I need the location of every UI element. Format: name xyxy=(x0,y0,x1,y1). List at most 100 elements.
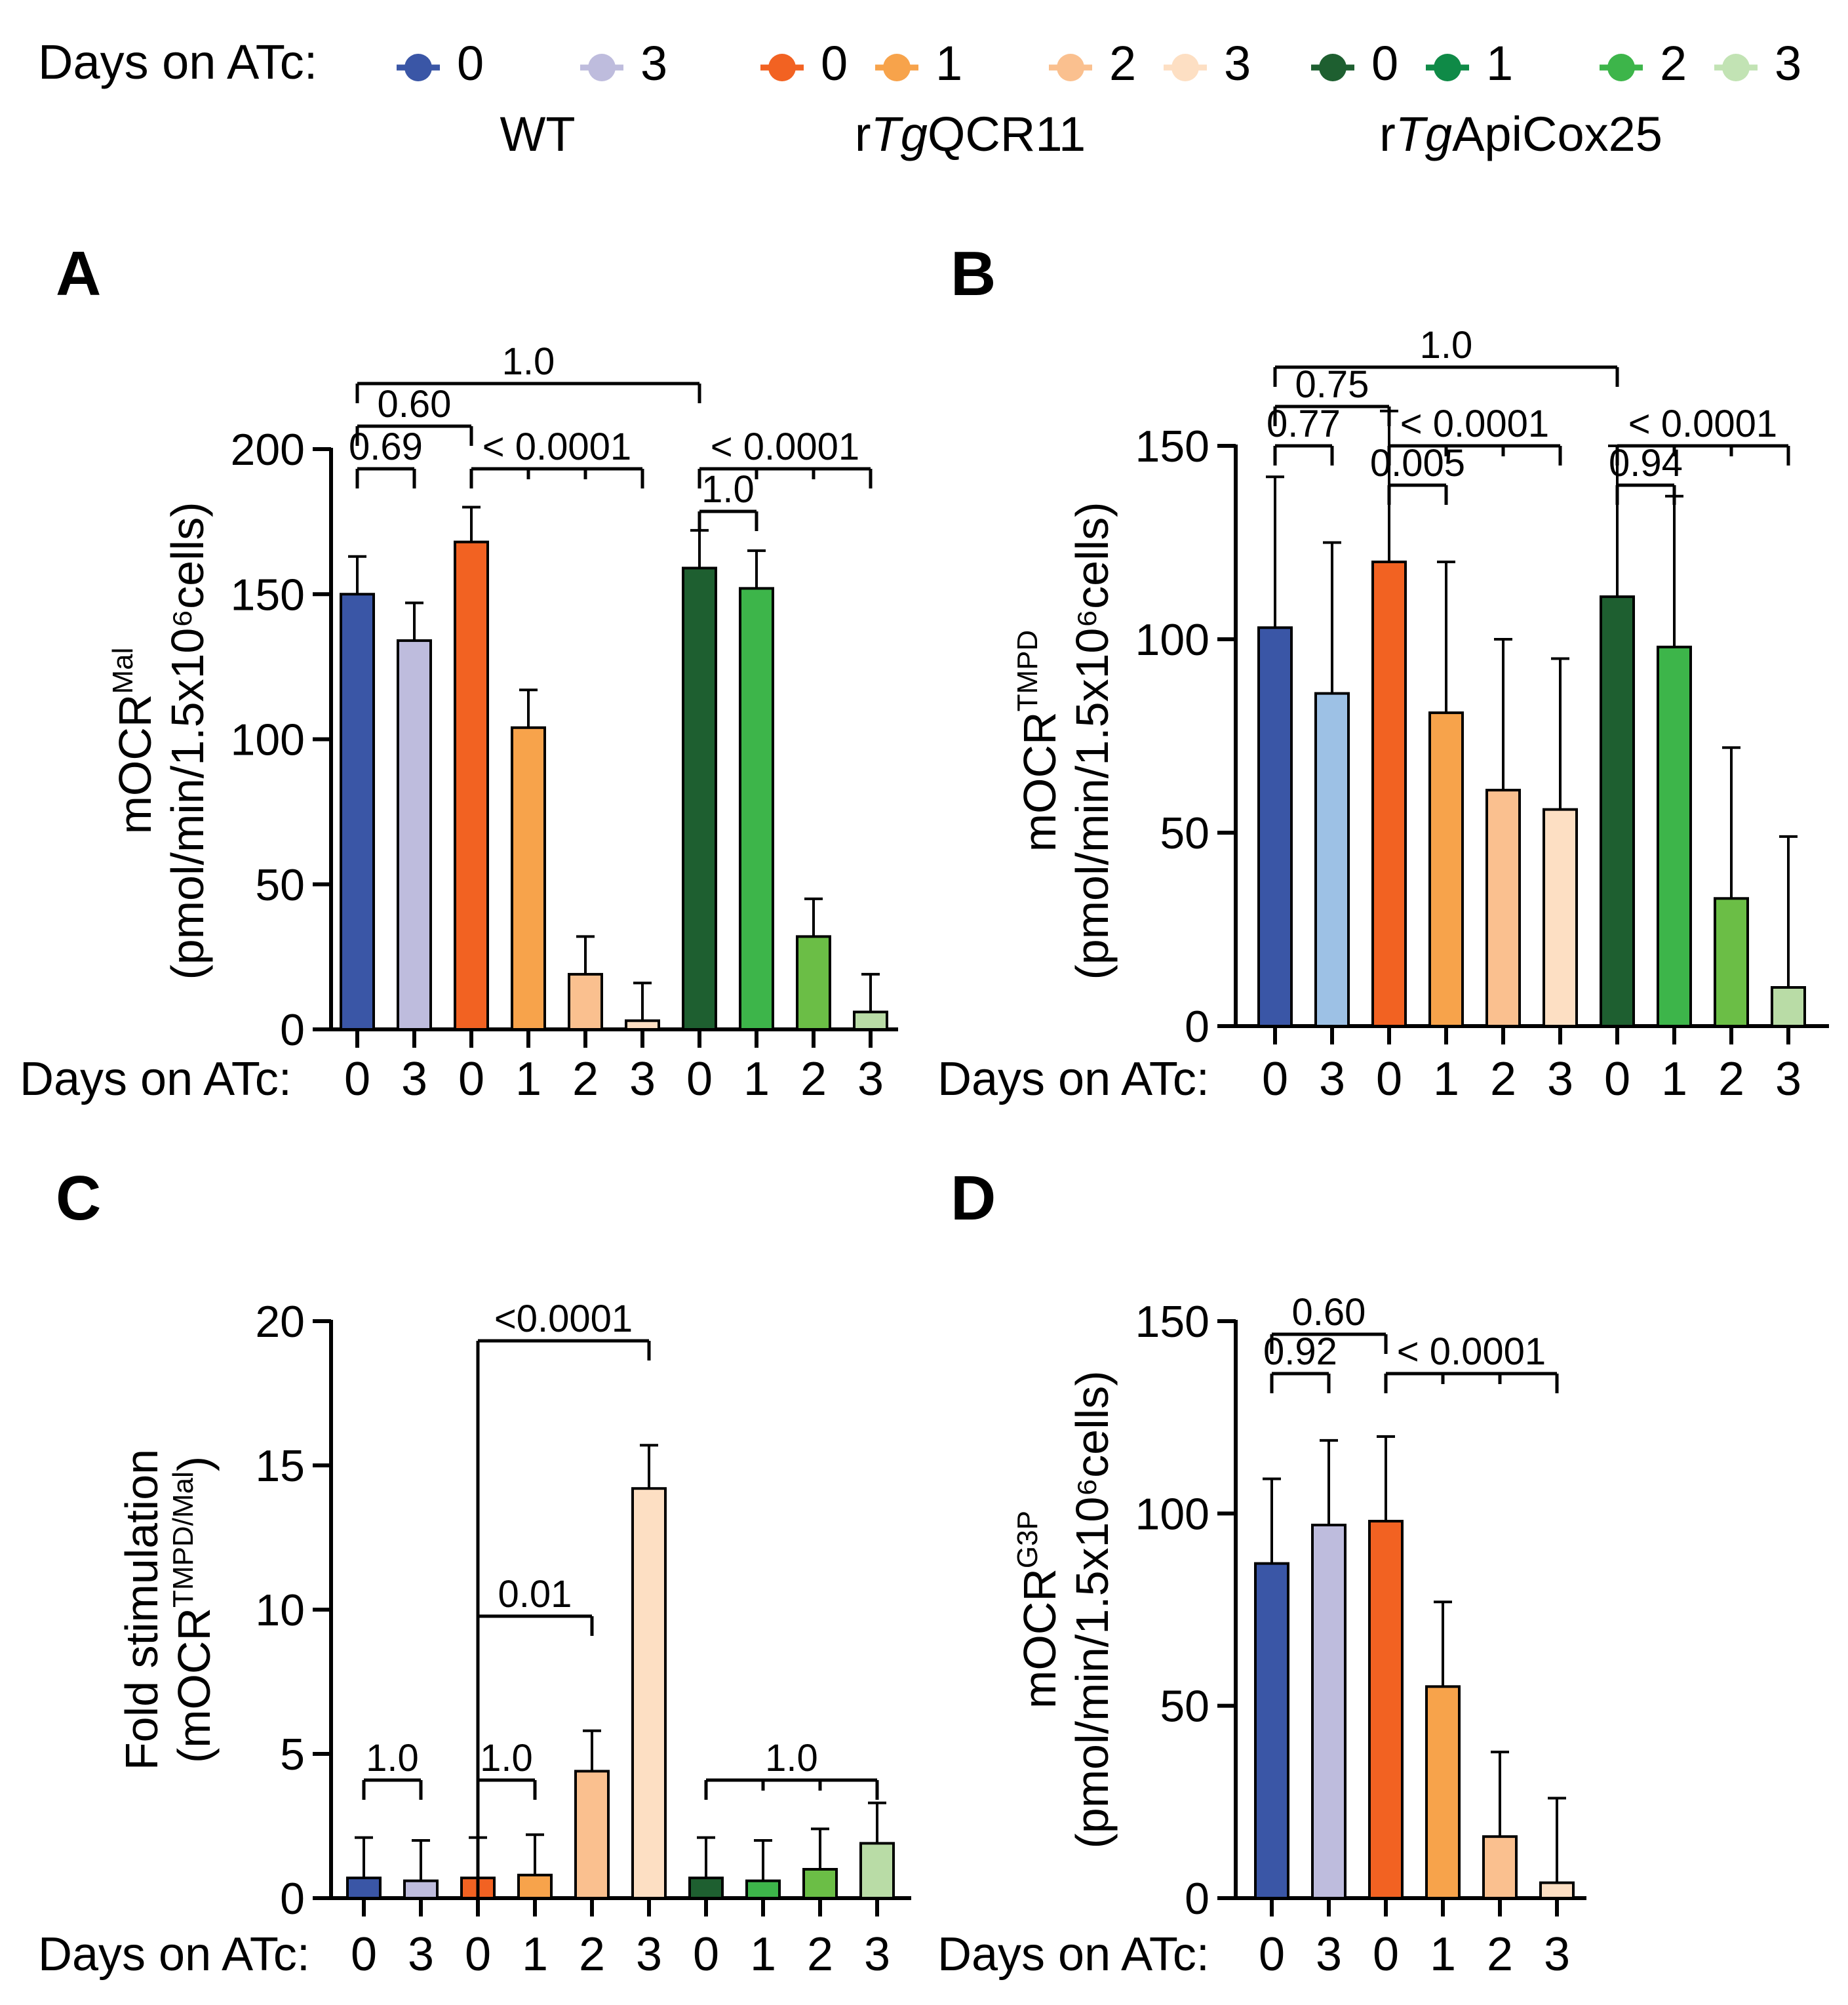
panel-letter: D xyxy=(951,1163,996,1233)
legend-entry-label: 2 xyxy=(1109,36,1136,90)
bar xyxy=(397,639,432,1031)
p-value-label: < 0.0001 xyxy=(1400,403,1549,445)
x-tick-label: 1 xyxy=(1661,1053,1687,1105)
bar xyxy=(1600,595,1635,1027)
significance-bracket: < 0.0001 xyxy=(1615,403,1790,466)
legend-entry-label: 3 xyxy=(640,36,667,90)
significance-bracket: 1.0 xyxy=(704,1737,879,1800)
significance-bracket: 0.75 xyxy=(1273,363,1391,426)
legend-marker xyxy=(883,54,911,81)
y-label-main: mOCRTMPD xyxy=(1012,630,1065,852)
significance-bracket: < 0.0001 xyxy=(698,426,873,488)
x-axis-prefix: Days on ATc: xyxy=(38,1928,310,1981)
bar xyxy=(517,1873,553,1900)
bar xyxy=(511,726,546,1031)
p-value-label: <0.0001 xyxy=(494,1298,633,1340)
y-tick-label: 50 xyxy=(255,860,305,910)
x-tick-label: 0 xyxy=(465,1928,491,1981)
legend-entry-label: 0 xyxy=(1371,36,1398,90)
x-tick-label: 1 xyxy=(1430,1928,1456,1981)
significance-bracket: < 0.0001 xyxy=(469,426,644,488)
bar xyxy=(688,1876,724,1899)
significance-bracket: 1.0 xyxy=(1273,324,1619,387)
y-tick-label: 10 xyxy=(255,1585,305,1635)
x-tick-label: 2 xyxy=(1490,1053,1516,1105)
x-tick-label: 1 xyxy=(515,1053,541,1105)
bar xyxy=(1657,645,1692,1027)
significance-bracket: 0.60 xyxy=(355,383,473,446)
x-tick-label: 0 xyxy=(1373,1928,1399,1981)
x-tick-label: 3 xyxy=(408,1928,434,1981)
legend-entry-label: 3 xyxy=(1224,36,1251,90)
bar xyxy=(1428,711,1464,1027)
x-axis-prefix: Days on ATc: xyxy=(937,1053,1209,1105)
bar xyxy=(796,935,831,1031)
panel-letter: B xyxy=(951,239,996,309)
x-axis-prefix: Days on ATc: xyxy=(20,1053,292,1105)
bar xyxy=(625,1019,660,1031)
significance-bracket: 0.92 xyxy=(1263,1330,1337,1393)
bar xyxy=(1371,561,1407,1027)
x-tick-label: 0 xyxy=(1376,1053,1402,1105)
legend-entry-label: 3 xyxy=(1775,36,1801,90)
legend-group-label: rTgApiCox25 xyxy=(1379,107,1662,161)
p-value-label: 1.0 xyxy=(480,1737,533,1779)
significance-bracket: 1.0 xyxy=(698,468,758,531)
bar xyxy=(682,566,717,1031)
p-value-label: 0.60 xyxy=(378,383,452,426)
x-tick-label: 3 xyxy=(1316,1928,1342,1981)
x-tick-label: 1 xyxy=(522,1928,548,1981)
bar xyxy=(1254,1562,1289,1900)
y-tick-label: 200 xyxy=(231,425,305,475)
p-value-label: < 0.0001 xyxy=(711,426,859,468)
significance-bracket: 0.01 xyxy=(476,1573,594,1898)
y-tick-label: 50 xyxy=(1160,808,1209,858)
x-tick-label: 1 xyxy=(1433,1053,1459,1105)
legend-marker xyxy=(404,54,432,81)
bar xyxy=(1314,692,1350,1027)
x-tick-label: 1 xyxy=(743,1053,770,1105)
bar xyxy=(568,972,603,1031)
x-tick-label: 3 xyxy=(636,1928,662,1981)
x-tick-label: 3 xyxy=(629,1053,656,1105)
bar xyxy=(346,1876,382,1899)
significance-bracket: 0.005 xyxy=(1370,442,1465,505)
bar xyxy=(1425,1685,1461,1899)
x-tick-label: 0 xyxy=(351,1928,377,1981)
y-axis-label: mOCRG3P (pmol/min/1.5x10⁶cells) xyxy=(1012,1370,1118,1848)
p-value-label: 0.77 xyxy=(1267,403,1341,445)
x-tick-label: 3 xyxy=(857,1053,884,1105)
legend-marker xyxy=(1607,54,1635,81)
p-value-label: 0.01 xyxy=(498,1573,572,1616)
y-tick-label: 150 xyxy=(1135,1297,1209,1347)
legend-marker xyxy=(1434,54,1461,81)
legend-marker xyxy=(768,54,796,81)
x-tick-label: 3 xyxy=(1544,1928,1570,1981)
x-tick-label: 1 xyxy=(750,1928,776,1981)
significance-bracket: 0.69 xyxy=(349,426,423,488)
legend-entry-label: 0 xyxy=(457,36,484,90)
bar xyxy=(1311,1523,1347,1899)
significance-bracket: < 0.0001 xyxy=(1384,1330,1559,1393)
bar xyxy=(1257,626,1293,1027)
y-tick-label: 100 xyxy=(231,715,305,765)
x-tick-label: 3 xyxy=(864,1928,890,1981)
p-value-label: < 0.0001 xyxy=(1397,1330,1546,1373)
p-value-label: < 0.0001 xyxy=(482,426,631,468)
bar xyxy=(859,1842,895,1899)
x-tick-label: 0 xyxy=(344,1053,370,1105)
bar xyxy=(853,1010,888,1031)
y-tick-label: 100 xyxy=(1135,615,1209,665)
legend-prefix: Days on ATc: xyxy=(38,35,317,89)
y-tick-label: 15 xyxy=(255,1441,305,1491)
y-label-sub: (pmol/min/1.5x10⁶cells) xyxy=(1067,502,1118,980)
p-value-label: 0.005 xyxy=(1370,442,1465,485)
legend-marker xyxy=(588,54,616,81)
y-label-main: Fold stimulation xyxy=(116,1449,167,1770)
y-tick-label: 0 xyxy=(280,1874,305,1924)
p-value-label: 0.92 xyxy=(1263,1330,1337,1373)
x-axis-prefix: Days on ATc: xyxy=(937,1928,1209,1981)
